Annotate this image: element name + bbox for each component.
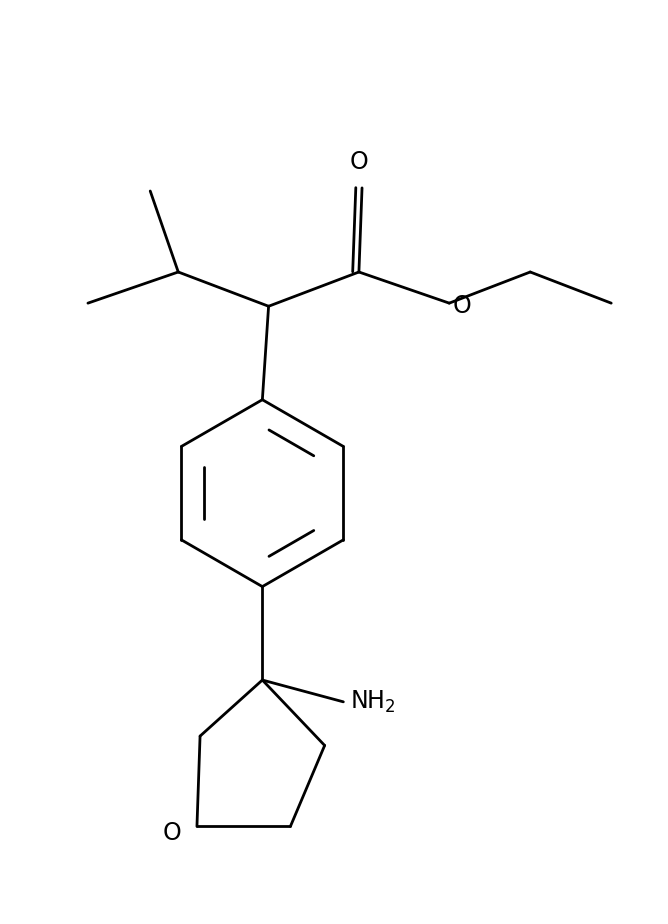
Text: O: O	[452, 294, 471, 318]
Text: O: O	[349, 151, 368, 175]
Text: NH$_2$: NH$_2$	[349, 688, 395, 715]
Text: O: O	[162, 821, 182, 845]
